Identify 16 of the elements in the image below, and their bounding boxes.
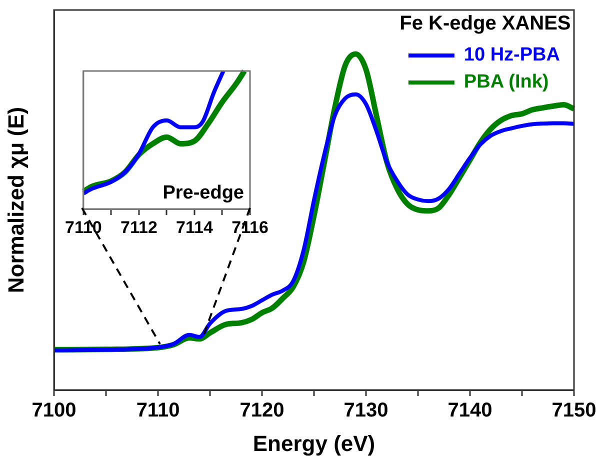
legend-label: 10 Hz-PBA (464, 44, 560, 66)
annotation: Pre-edge (162, 182, 244, 204)
x-tick-label: 7116 (232, 218, 268, 237)
x-tick-label: 7140 (448, 400, 492, 422)
x-tick-label: 7114 (176, 218, 214, 237)
x-tick-label: 7110 (136, 400, 180, 422)
legend-title: Fe K-edge XANES (400, 12, 571, 35)
x-tick-label: 7130 (344, 400, 388, 422)
x-axis-title: Energy (eV) (252, 430, 376, 456)
x-tick-label: 7112 (120, 218, 158, 237)
x-tick-label: 7120 (240, 400, 284, 422)
x-tick-label: 7110 (64, 218, 102, 237)
x-tick-label: 7150 (552, 400, 596, 422)
y-axis-title: Normalized χμ (E) (3, 106, 28, 294)
x-tick-label: 7100 (32, 400, 76, 422)
legend-label: PBA (Ink) (464, 72, 549, 93)
